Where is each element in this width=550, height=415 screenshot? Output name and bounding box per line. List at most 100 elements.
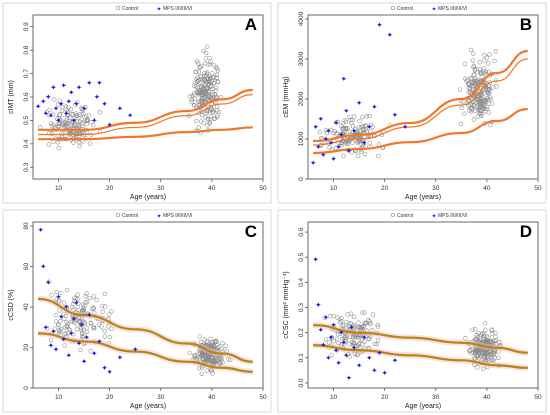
control-point <box>487 87 492 92</box>
control-point <box>75 296 80 302</box>
control-point <box>87 295 92 301</box>
control-point <box>204 70 210 75</box>
control-point <box>204 108 210 114</box>
control-point <box>77 122 82 127</box>
mps-points: ✦✦✦✦✦✦✦✦✦✦✦✦✦✦✦✦✦✦✦✦✦✦✦✦✦✦ <box>38 226 140 377</box>
y-tick-label: 0.2 <box>298 328 305 337</box>
legend-mps-marker: ✦ <box>156 213 161 220</box>
mps-point: ✦ <box>117 104 124 113</box>
control-point <box>477 67 483 72</box>
control-point <box>189 99 194 105</box>
panel-c: 10 20 30 40 50 0 20 40 60 80 Age (years) cCSD (%) C C… <box>2 209 272 413</box>
control-point <box>213 358 219 363</box>
control-point <box>467 349 472 354</box>
y-tick-label: 0.5 <box>298 252 305 261</box>
mps-point: ✦ <box>81 357 88 366</box>
mps-point: ✦ <box>356 99 363 108</box>
control-point <box>214 72 220 78</box>
control-point <box>485 95 490 101</box>
control-point <box>207 79 212 85</box>
control-point <box>214 85 219 91</box>
y-tick-label: 0.3 <box>23 162 30 171</box>
control-point <box>473 327 478 332</box>
mps-point: ✦ <box>55 116 62 125</box>
mps-point: ✦ <box>330 155 337 164</box>
control-point <box>194 59 200 64</box>
control-point <box>328 127 334 133</box>
mps-point: ✦ <box>55 292 62 301</box>
control-point <box>86 113 91 118</box>
control-point <box>216 109 221 115</box>
control-point <box>70 304 75 310</box>
mps-point: ✦ <box>71 315 78 324</box>
control-point <box>335 315 340 320</box>
control-point <box>54 319 59 324</box>
control-point <box>65 112 70 117</box>
mps-point: ✦ <box>45 93 52 102</box>
control-point <box>195 90 201 95</box>
panel-frame <box>2 2 272 204</box>
control-point <box>192 93 197 98</box>
mps-point: ✦ <box>81 104 88 113</box>
x-tick-label: 40 <box>483 185 491 192</box>
control-point <box>492 355 498 360</box>
control-point <box>484 334 490 339</box>
mps-point: ✦ <box>333 346 340 355</box>
panel-letter: A <box>245 15 257 34</box>
control-point <box>91 305 96 310</box>
control-point <box>352 341 357 346</box>
control-point <box>206 62 211 67</box>
control-point <box>210 89 215 95</box>
control-point <box>329 336 334 341</box>
control-point <box>337 316 342 322</box>
panel-letter: B <box>520 15 532 34</box>
control-point <box>211 75 216 80</box>
control-point <box>213 65 219 70</box>
control-point <box>362 151 368 157</box>
plot-area <box>307 221 539 389</box>
mps-point: ✦ <box>371 366 378 375</box>
mps-point: ✦ <box>346 147 353 156</box>
control-point <box>358 141 363 146</box>
y-tick-label: 0.4 <box>298 277 305 286</box>
control-point <box>487 95 493 100</box>
control-point <box>468 105 473 110</box>
control-point <box>483 351 488 356</box>
control-point <box>466 82 472 87</box>
mps-point: ✦ <box>84 333 91 342</box>
control-point <box>208 59 213 64</box>
control-point <box>489 352 494 357</box>
control-point <box>91 294 97 299</box>
mps-point: ✦ <box>330 321 337 330</box>
y-tick-label: 80 <box>23 222 30 230</box>
control-point <box>100 309 105 315</box>
y-tick-label: 0.6 <box>298 227 305 236</box>
control-point <box>90 306 95 311</box>
control-point <box>322 315 327 320</box>
control-point <box>317 129 323 135</box>
mps-point: ✦ <box>320 151 327 160</box>
control-point <box>71 116 76 121</box>
control-point <box>223 343 228 349</box>
control-point <box>349 150 354 155</box>
control-point <box>367 319 372 324</box>
control-point <box>73 296 78 301</box>
control-point <box>471 63 477 69</box>
legend-control-marker <box>115 212 121 218</box>
mps-point: ✦ <box>318 115 325 124</box>
control-point <box>194 118 199 123</box>
control-point <box>51 112 56 117</box>
control-point <box>327 145 332 150</box>
mps-point: ✦ <box>402 123 409 132</box>
mps-point: ✦ <box>58 313 65 322</box>
control-point <box>191 353 197 358</box>
control-point <box>203 73 209 78</box>
mps-point: ✦ <box>392 111 399 120</box>
control-point <box>375 324 381 329</box>
legend-mps-marker: ✦ <box>431 6 436 13</box>
control-point <box>356 320 361 325</box>
control-point <box>344 141 350 146</box>
control-point <box>357 340 362 346</box>
mps-point: ✦ <box>325 353 332 362</box>
control-point <box>477 110 482 116</box>
